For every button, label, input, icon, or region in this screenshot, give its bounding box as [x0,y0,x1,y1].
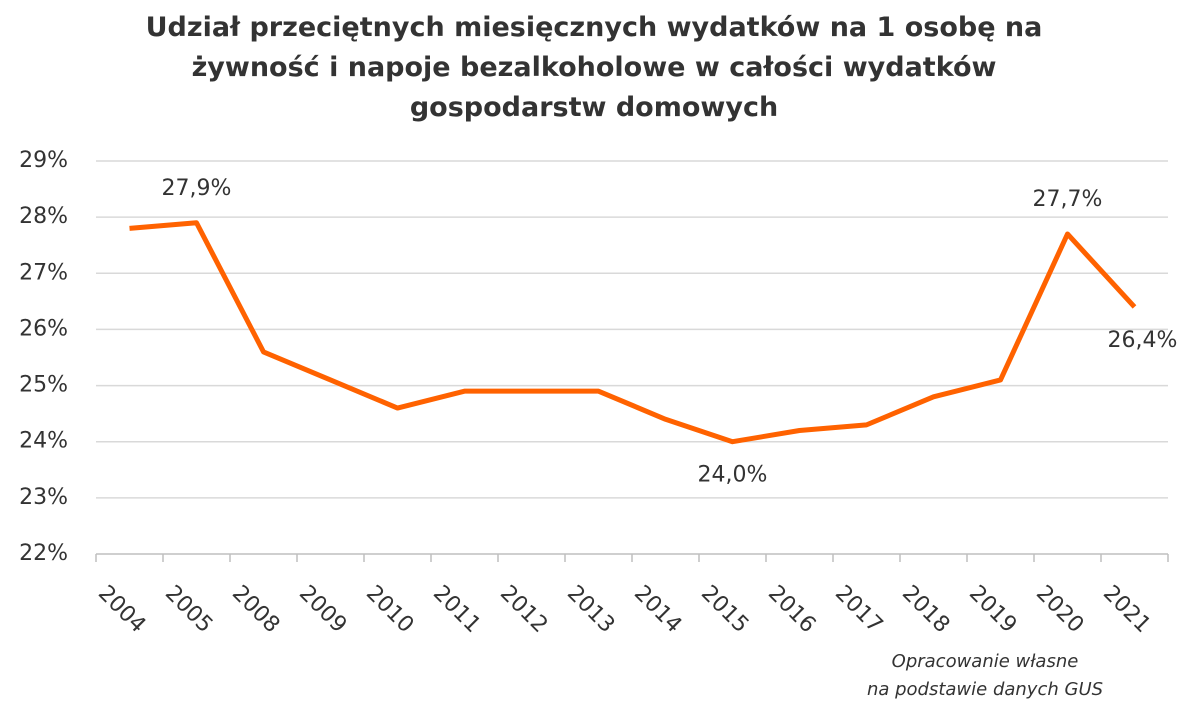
data-label: 27,7% [1033,187,1103,212]
x-tick-label: 2010 [361,581,418,638]
y-tick-label: 24% [19,429,68,454]
x-tick-label: 2014 [629,581,686,638]
x-tick-label: 2015 [696,581,753,638]
x-tick-label: 2017 [830,581,887,638]
x-tick-label: 2021 [1098,581,1155,638]
chart-title: Udział przeciętnych miesięcznych wydatkó… [145,12,1043,123]
y-tick-label: 28% [19,204,68,229]
line [129,220,1137,445]
data-label: 26,4% [1108,328,1178,353]
x-tick-label: 2013 [562,581,619,638]
y-tick-label: 23% [19,485,68,510]
x-tick-label: 2020 [1031,581,1088,638]
note: na podstawie danych GUS [867,679,1103,700]
x-tick-label: 2009 [294,581,351,638]
x-tick-label: 2008 [227,581,284,638]
x-tick-label: 2012 [495,581,552,638]
x-tick-label: 2005 [160,581,217,638]
y-tick-label: 25% [19,373,68,398]
y-tick-label: 27% [19,260,68,285]
x-tick-label: 2011 [428,581,485,638]
y-tick-label: 26% [19,316,68,341]
data-label: 27,9% [162,176,232,201]
y-tick-label: 29% [19,148,68,173]
note: Opracowanie własne [892,651,1079,672]
y-tick-label: 22% [19,541,68,566]
data-label: 24,0% [698,463,768,488]
x-tick-label: 2004 [93,581,150,638]
x-tick-label: 2019 [964,581,1021,638]
x-tick-label: 2018 [897,581,954,638]
x-tick-label: 2016 [763,581,820,638]
